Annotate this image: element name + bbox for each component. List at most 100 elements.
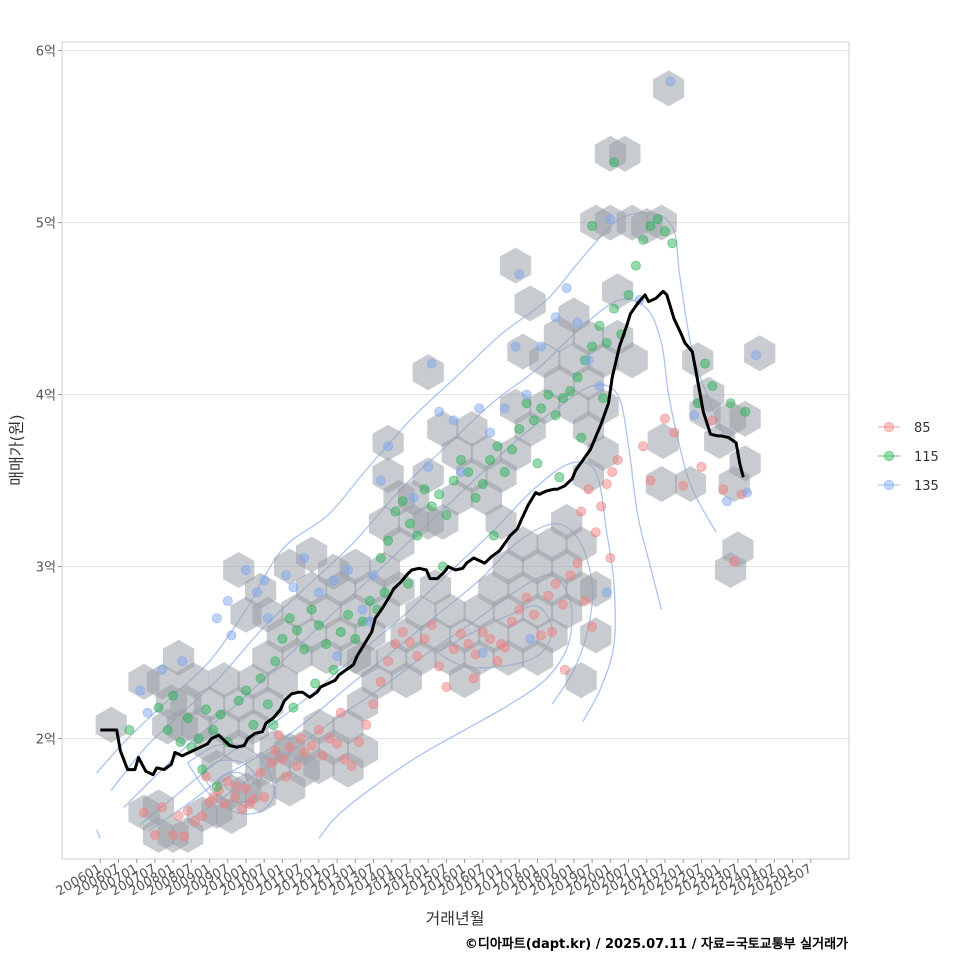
density-contour-line xyxy=(147,522,594,833)
scatter-point-115 xyxy=(532,458,543,469)
scatter-point-115 xyxy=(630,260,641,271)
scatter-point-115 xyxy=(299,644,310,655)
scatter-point-85 xyxy=(412,651,423,662)
scatter-point-115 xyxy=(645,221,656,232)
scatter-point-115 xyxy=(306,604,317,615)
scatter-point-115 xyxy=(335,626,346,637)
scatter-point-85 xyxy=(514,604,525,615)
scatter-point-85 xyxy=(281,771,292,782)
scatter-point-85 xyxy=(231,781,242,792)
scatter-point-115 xyxy=(638,234,649,245)
scatter-point-85 xyxy=(590,527,601,538)
scatter-point-135 xyxy=(222,596,233,607)
scatter-point-115 xyxy=(240,685,251,696)
scatter-point-85 xyxy=(197,811,208,822)
scatter-point-135 xyxy=(601,587,612,598)
scatter-point-135 xyxy=(605,214,616,225)
hexbin-cell xyxy=(500,435,532,472)
scatter-point-85 xyxy=(244,798,255,809)
scatter-point-85 xyxy=(596,501,607,512)
scatter-point-85 xyxy=(536,630,547,641)
scatter-point-85 xyxy=(157,802,168,813)
scatter-point-85 xyxy=(426,620,437,631)
hexbin-cell xyxy=(419,569,451,606)
scatter-point-85 xyxy=(506,616,517,627)
scatter-point-115 xyxy=(506,444,517,455)
scatter-point-135 xyxy=(741,487,752,498)
hexbin-cell xyxy=(177,662,209,699)
scatter-point-115 xyxy=(343,609,354,620)
scatter-point-115 xyxy=(477,479,488,490)
scatter-point-135 xyxy=(251,587,262,598)
legend-label: 135 xyxy=(914,479,939,494)
scatter-point-85 xyxy=(660,413,671,424)
scatter-point-85 xyxy=(208,792,219,803)
scatter-point-115 xyxy=(313,620,324,631)
scatter-point-115 xyxy=(215,709,226,720)
scatter-point-115 xyxy=(576,432,587,443)
y-tick-label: 2억 xyxy=(36,733,56,748)
scatter-point-85 xyxy=(259,792,270,803)
scatter-point-85 xyxy=(583,484,594,495)
scatter-point-85 xyxy=(138,807,149,818)
scatter-point-85 xyxy=(182,805,193,816)
scatter-point-115 xyxy=(543,389,554,400)
scatter-point-135 xyxy=(240,565,251,576)
y-tick-label: 4억 xyxy=(36,389,56,404)
scatter-point-115 xyxy=(379,587,390,598)
scatter-point-85 xyxy=(332,738,343,749)
scatter-point-115 xyxy=(725,398,736,409)
scatter-point-115 xyxy=(175,737,186,748)
density-contour-line xyxy=(96,829,101,839)
scatter-point-115 xyxy=(412,530,423,541)
scatter-point-115 xyxy=(601,337,612,348)
scatter-point-85 xyxy=(255,768,266,779)
hexbin-layer xyxy=(95,70,776,853)
scatter-point-135 xyxy=(375,475,386,486)
scatter-point-85 xyxy=(601,479,612,490)
scatter-point-85 xyxy=(565,570,576,581)
scatter-point-135 xyxy=(299,553,310,564)
scatter-point-85 xyxy=(230,792,241,803)
scatter-point-85 xyxy=(441,682,452,693)
scatter-point-85 xyxy=(368,699,379,710)
scatter-point-85 xyxy=(219,798,230,809)
scatter-point-115 xyxy=(426,501,437,512)
scatter-point-85 xyxy=(361,719,372,730)
scatter-point-115 xyxy=(448,475,459,486)
scatter-point-135 xyxy=(665,76,676,87)
scatter-point-85 xyxy=(572,558,583,569)
scatter-point-115 xyxy=(740,406,751,417)
scatter-point-85 xyxy=(270,745,281,756)
scatter-point-135 xyxy=(477,647,488,658)
hexbin-cell xyxy=(347,641,379,678)
hexbin-cell xyxy=(645,466,677,502)
scatter-point-85 xyxy=(579,596,590,607)
scatter-point-85 xyxy=(559,664,570,675)
scatter-point-85 xyxy=(313,725,324,736)
scatter-point-135 xyxy=(343,565,354,576)
scatter-point-115 xyxy=(383,535,394,546)
y-tick-label: 6억 xyxy=(36,45,56,60)
scatter-point-115 xyxy=(233,695,244,706)
hexbin-cell xyxy=(674,466,707,502)
scatter-point-85 xyxy=(404,637,415,648)
scatter-point-115 xyxy=(403,578,414,589)
scatter-point-85 xyxy=(295,733,306,744)
scatter-point-135 xyxy=(594,380,605,391)
scatter-point-135 xyxy=(262,613,273,624)
scatter-point-85 xyxy=(492,656,503,667)
scatter-point-115 xyxy=(587,341,598,352)
scatter-point-115 xyxy=(268,719,279,730)
scatter-point-85 xyxy=(434,661,445,672)
hexbin-cell xyxy=(412,457,444,494)
scatter-point-135 xyxy=(561,282,572,293)
scatter-point-135 xyxy=(408,492,419,503)
scatter-point-115 xyxy=(557,393,568,404)
scatter-points xyxy=(124,76,762,842)
scatter-point-135 xyxy=(157,664,168,675)
scatter-point-115 xyxy=(262,699,273,710)
source-caption: ©디아파트(dapt.kr) / 2025.07.11 / 자료=국토교통부 실… xyxy=(465,936,848,952)
scatter-point-85 xyxy=(729,556,740,567)
scatter-point-85 xyxy=(557,599,568,610)
